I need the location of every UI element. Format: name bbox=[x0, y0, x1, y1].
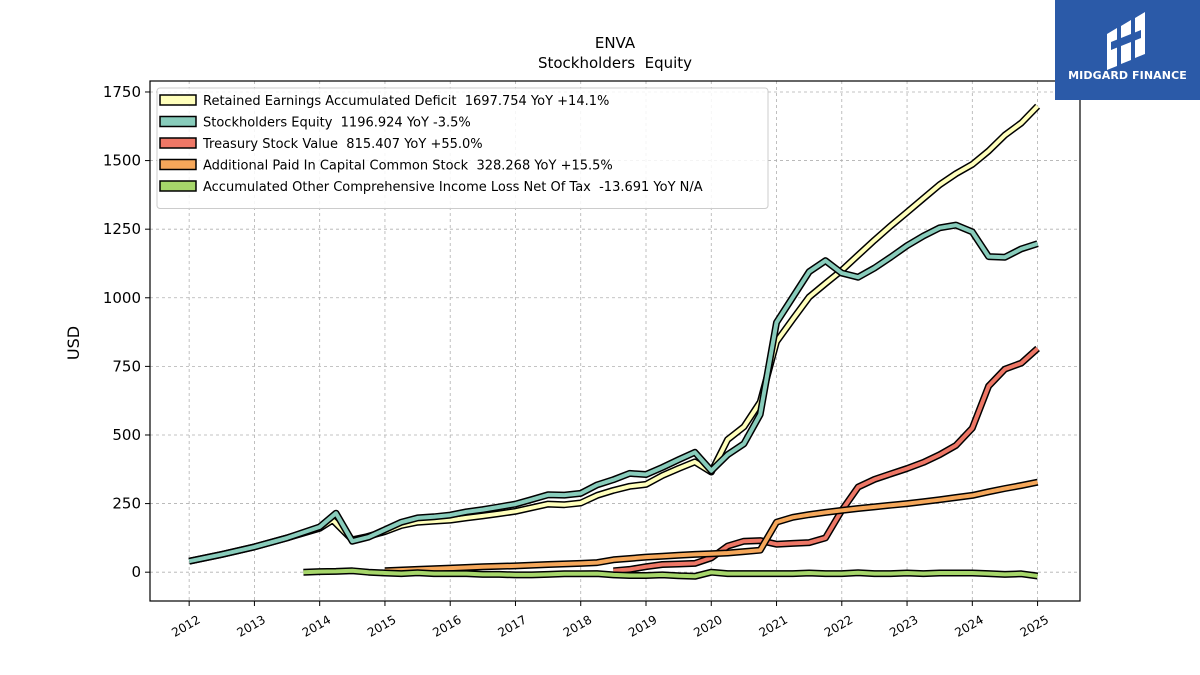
plot-frame bbox=[149, 80, 1081, 602]
y-axis-label: USD bbox=[64, 326, 83, 360]
legend-swatch bbox=[159, 158, 197, 171]
x-tick-label: 2018 bbox=[561, 612, 594, 639]
chart-title: ENVA bbox=[595, 34, 636, 52]
brand-logo: MIDGARD FINANCE bbox=[1055, 0, 1200, 100]
legend-swatch bbox=[159, 115, 197, 128]
legend-box bbox=[156, 87, 769, 209]
x-tick-label: 2024 bbox=[952, 612, 985, 639]
series-line bbox=[303, 568, 1038, 579]
series-lines bbox=[188, 103, 1041, 580]
legend-swatch bbox=[159, 94, 197, 106]
y-tick-label: 1000 bbox=[103, 289, 141, 307]
x-tick-label: 2021 bbox=[757, 612, 790, 639]
y-tick-label: 500 bbox=[112, 426, 141, 444]
x-tick-label: 2022 bbox=[822, 612, 855, 639]
x-tick-label: 2025 bbox=[1018, 612, 1051, 639]
legend-label: Retained Earnings Accumulated Deficit 16… bbox=[203, 94, 609, 109]
series-line bbox=[613, 347, 1039, 573]
legend-swatch bbox=[159, 137, 197, 149]
x-tick-label: 2023 bbox=[887, 612, 920, 639]
x-tick-label: 2017 bbox=[496, 612, 529, 639]
legend-label: Treasury Stock Value 815.407 YoY +55.0% bbox=[202, 137, 483, 152]
y-tick-label: 1750 bbox=[103, 83, 141, 101]
series-line bbox=[384, 480, 1038, 573]
y-tick-label: 1250 bbox=[103, 220, 141, 238]
x-tick-label: 2019 bbox=[626, 612, 659, 639]
chart-subtitle: Stockholders Equity bbox=[538, 54, 692, 72]
legend-label: Accumulated Other Comprehensive Income L… bbox=[203, 180, 703, 195]
y-tick-label: 250 bbox=[112, 495, 141, 513]
x-tick-label: 2016 bbox=[430, 612, 463, 639]
brand-name: MIDGARD FINANCE bbox=[1068, 69, 1187, 82]
x-tick-label: 2014 bbox=[300, 612, 333, 639]
legend-label: Stockholders Equity 1196.924 YoY -3.5% bbox=[203, 116, 471, 131]
legend-label: Additional Paid In Capital Common Stock … bbox=[203, 159, 613, 174]
midgard-logo-icon bbox=[1107, 12, 1145, 70]
series-line bbox=[188, 223, 1039, 564]
series-outline bbox=[188, 221, 1039, 565]
y-tick-label: 750 bbox=[112, 357, 141, 375]
x-tick-label: 2013 bbox=[234, 612, 267, 639]
x-tick-label: 2020 bbox=[691, 612, 724, 639]
legend: Retained Earnings Accumulated Deficit 16… bbox=[156, 87, 769, 209]
legend-swatch bbox=[159, 180, 197, 192]
x-tick-label: 2012 bbox=[169, 612, 202, 639]
y-tick-label: 1500 bbox=[103, 152, 141, 170]
x-tick-label: 2015 bbox=[365, 612, 398, 639]
y-tick-label: 0 bbox=[131, 563, 141, 581]
